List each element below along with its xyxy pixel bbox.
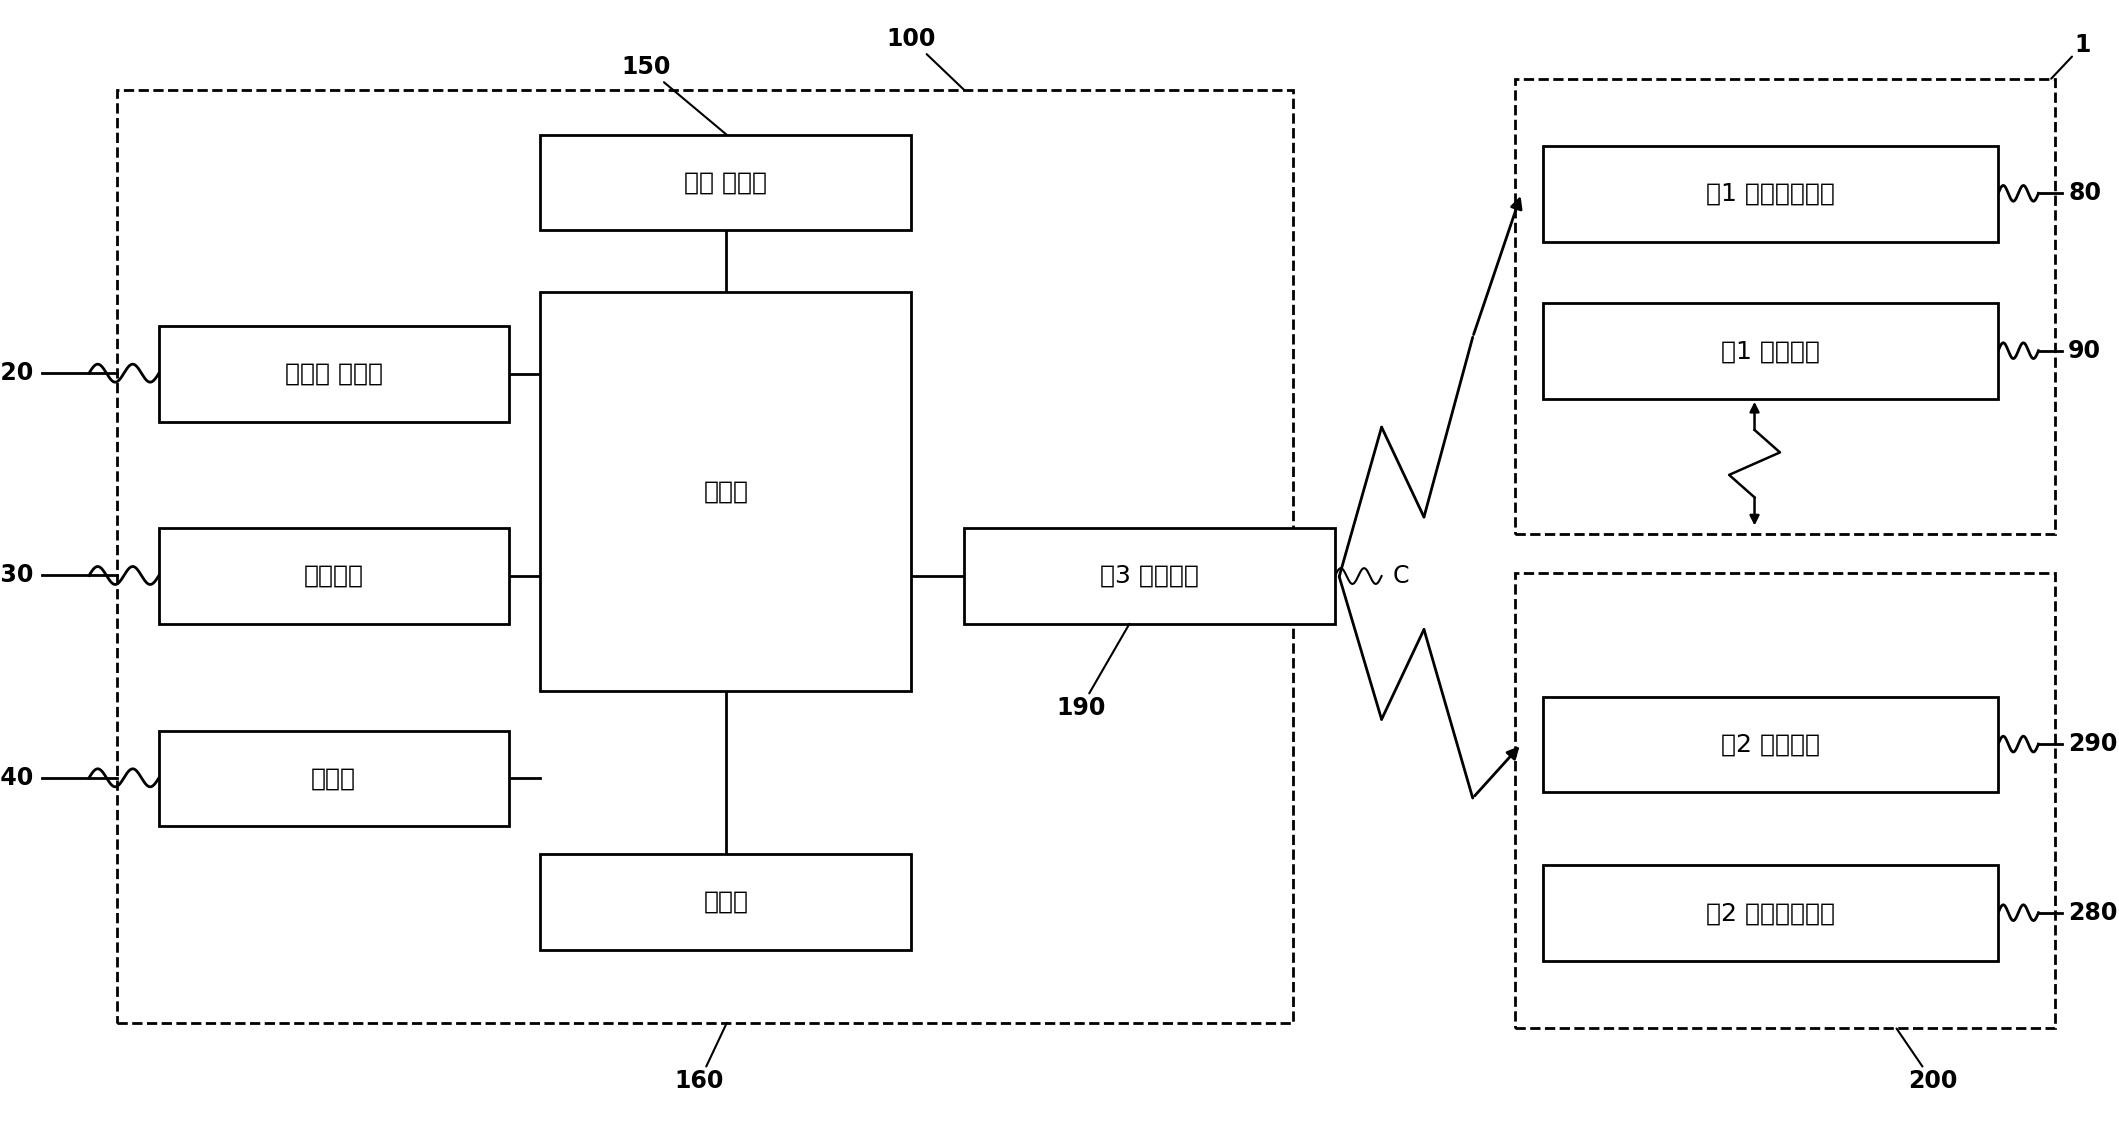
Text: 140: 140 bbox=[0, 765, 34, 790]
Text: 제2 통신모듈: 제2 통신모듈 bbox=[1721, 733, 1820, 756]
Text: 100: 100 bbox=[886, 27, 964, 90]
Text: 160: 160 bbox=[674, 1023, 727, 1094]
Text: 제1 디스플레이부: 제1 디스플레이부 bbox=[1706, 182, 1835, 206]
Bar bbox=[1543, 865, 1998, 961]
Bar bbox=[117, 90, 1293, 1023]
Text: 280: 280 bbox=[2068, 900, 2117, 925]
Bar bbox=[964, 528, 1335, 624]
Text: 제1 통신모듈: 제1 통신모듈 bbox=[1721, 339, 1820, 363]
Text: 전원 공급부: 전원 공급부 bbox=[684, 171, 767, 194]
Bar bbox=[540, 292, 911, 691]
Text: 메모리: 메모리 bbox=[311, 767, 356, 790]
Text: 제어부: 제어부 bbox=[704, 480, 748, 504]
Text: 제2 디스플레이부: 제2 디스플레이부 bbox=[1706, 901, 1835, 925]
Bar bbox=[1515, 79, 2055, 534]
Text: 150: 150 bbox=[621, 55, 727, 135]
Text: 80: 80 bbox=[2068, 181, 2102, 206]
Bar bbox=[540, 135, 911, 230]
Text: 탁도센서: 탁도센서 bbox=[303, 564, 364, 588]
Bar bbox=[1543, 303, 1998, 399]
Text: 120: 120 bbox=[0, 361, 34, 386]
Text: 베터리: 베터리 bbox=[704, 890, 748, 914]
Text: 초음파 발생기: 초음파 발생기 bbox=[284, 362, 384, 386]
Text: 290: 290 bbox=[2068, 732, 2117, 756]
Text: 90: 90 bbox=[2068, 338, 2102, 363]
Text: 200: 200 bbox=[1897, 1028, 1958, 1094]
Text: 130: 130 bbox=[0, 563, 34, 588]
Text: 1: 1 bbox=[2051, 33, 2091, 79]
Bar bbox=[540, 854, 911, 950]
Bar bbox=[159, 731, 509, 826]
Text: 190: 190 bbox=[1055, 624, 1129, 720]
Bar bbox=[159, 528, 509, 624]
Bar bbox=[1515, 573, 2055, 1028]
Bar bbox=[159, 326, 509, 422]
Text: 제3 통신모듈: 제3 통신모듈 bbox=[1100, 564, 1199, 588]
Bar bbox=[1543, 697, 1998, 792]
Text: C: C bbox=[1392, 564, 1409, 588]
Bar bbox=[1543, 146, 1998, 242]
